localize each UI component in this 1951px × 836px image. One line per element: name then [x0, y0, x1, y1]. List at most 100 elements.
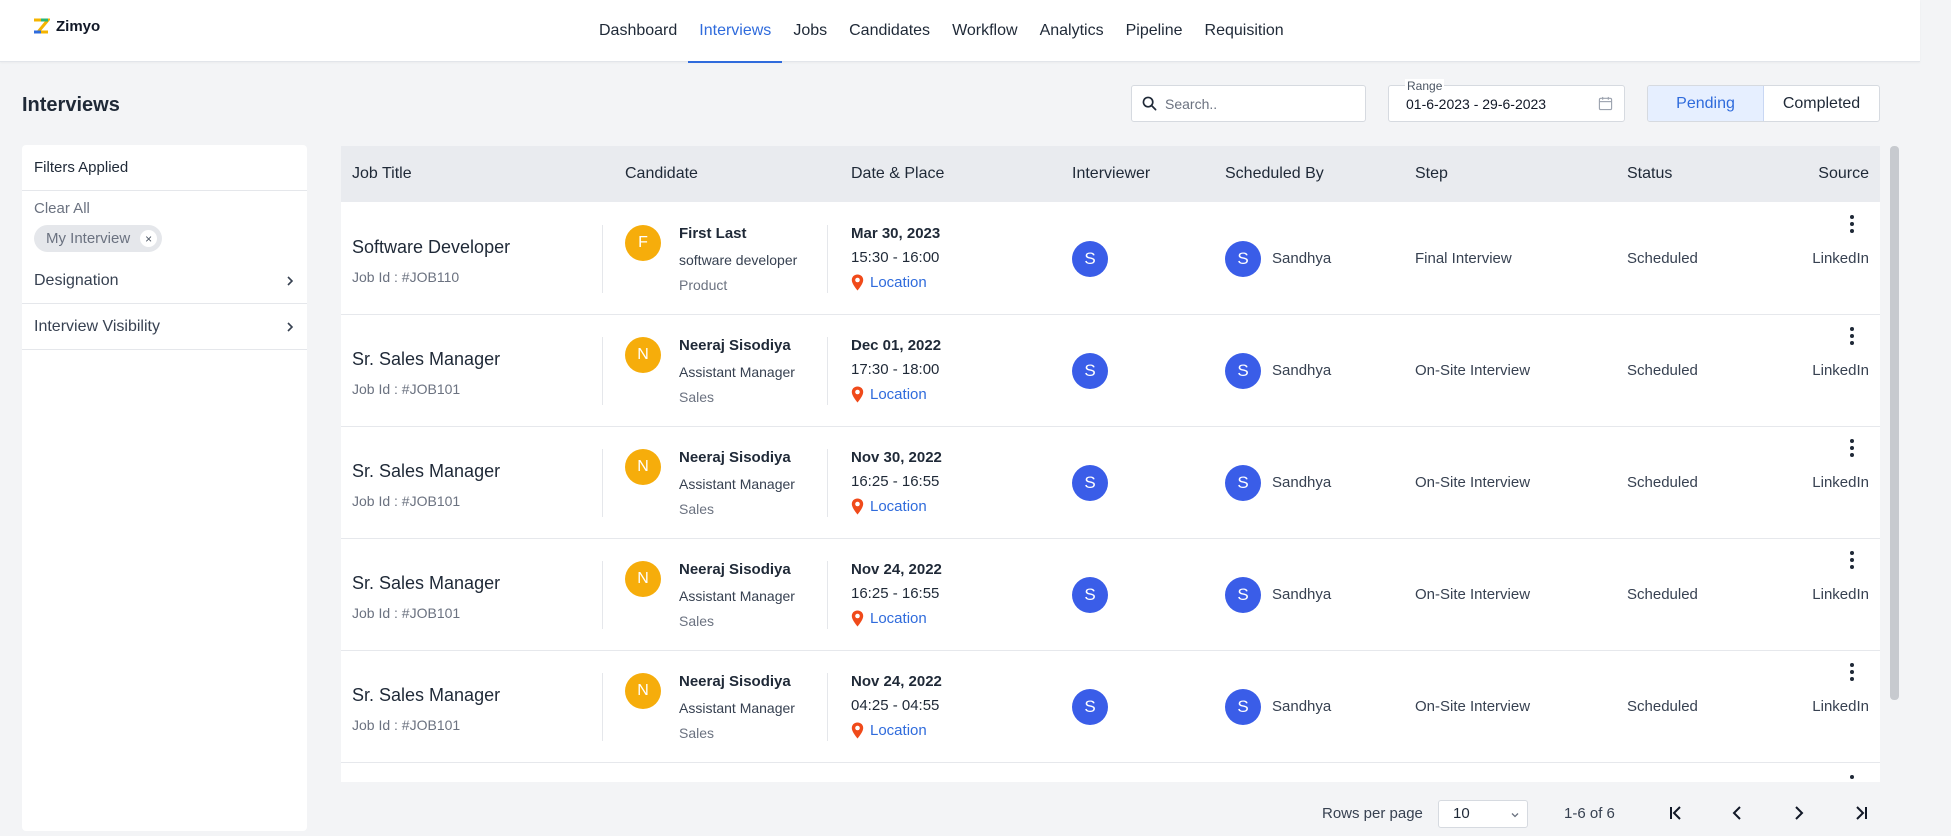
location-pin-icon: [851, 386, 864, 403]
table-row[interactable]: Sr. Sales Manager Job Id : #JOB101 N Nee…: [341, 539, 1880, 651]
interview-date: Nov 30, 2022: [851, 449, 942, 466]
previous-page-button[interactable]: [1722, 798, 1752, 828]
table-row[interactable]: Sr. Sales Manager Job Id : #JOB101 N Nee…: [341, 427, 1880, 539]
search-icon: [1142, 96, 1157, 111]
candidate-avatar: N: [625, 561, 661, 597]
column-divider: [602, 225, 603, 293]
column-divider: [602, 673, 603, 741]
completed-button[interactable]: Completed: [1782, 94, 1861, 112]
clear-all-link[interactable]: Clear All: [34, 200, 90, 217]
filter-visibility-label: Interview Visibility: [34, 317, 160, 335]
header-interviewer[interactable]: Interviewer: [1072, 165, 1151, 182]
job-title[interactable]: Sr. Sales Manager: [352, 461, 501, 481]
rows-per-page-select[interactable]: 10: [1438, 800, 1528, 828]
filter-chip-my-interview: My Interview ×: [34, 225, 163, 252]
table-row[interactable]: Sr. Sales Manager Job Id : #JOB101 N Nee…: [341, 651, 1880, 763]
filter-designation[interactable]: Designation: [22, 258, 307, 304]
job-id: Job Id : #JOB101: [352, 605, 461, 621]
candidate-avatar: F: [625, 225, 661, 261]
interview-status: Scheduled: [1627, 250, 1698, 267]
nav-pipeline[interactable]: Pipeline: [1125, 22, 1183, 39]
filter-designation-label: Designation: [34, 271, 119, 289]
more-options-icon[interactable]: [1842, 661, 1862, 683]
location-link[interactable]: Location: [851, 274, 927, 291]
last-page-icon: [1856, 806, 1867, 820]
job-id: Job Id : #JOB110: [352, 269, 460, 285]
more-options-icon[interactable]: [1842, 325, 1862, 347]
table-row[interactable]: Software Developer Job Id : #JOB110 F Fi…: [341, 203, 1880, 315]
nav-interviews[interactable]: Interviews: [688, 0, 783, 63]
candidate-role: Assistant Manager: [679, 700, 795, 716]
more-options-icon[interactable]: [1842, 549, 1862, 571]
first-page-icon: [1670, 806, 1681, 820]
nav-jobs[interactable]: Jobs: [793, 22, 828, 39]
header-date-place[interactable]: Date & Place: [851, 165, 945, 182]
table-row[interactable]: Sr. Sales Manager Job Id : #JOB101 N Nee…: [341, 315, 1880, 427]
candidate-name[interactable]: First Last: [679, 225, 747, 242]
nav-dashboard[interactable]: Dashboard: [599, 22, 678, 39]
scheduled-by-avatar: S: [1225, 577, 1261, 613]
job-id: Job Id : #JOB101: [352, 717, 461, 733]
candidate-name[interactable]: Neeraj Sisodiya: [679, 673, 791, 690]
header-candidate[interactable]: Candidate: [625, 165, 698, 182]
interview-status: Scheduled: [1627, 362, 1698, 379]
interviewer-avatar[interactable]: S: [1072, 577, 1108, 613]
interviewer-avatar[interactable]: S: [1072, 241, 1108, 277]
date-range-picker[interactable]: Range 01-6-2023 - 29-6-2023: [1388, 79, 1625, 122]
chevron-right-icon: [1795, 806, 1804, 820]
interviewer-avatar[interactable]: S: [1072, 353, 1108, 389]
header-source[interactable]: Source: [1818, 165, 1869, 182]
candidate-role: Assistant Manager: [679, 476, 795, 492]
nav-workflow[interactable]: Workflow: [952, 22, 1018, 39]
job-title[interactable]: Sr. Sales Manager: [352, 349, 501, 369]
job-id: Job Id : #JOB101: [352, 381, 461, 397]
candidate-name[interactable]: Neeraj Sisodiya: [679, 337, 791, 354]
nav-candidates[interactable]: Candidates: [849, 22, 931, 39]
interview-step: On-Site Interview: [1415, 474, 1531, 491]
more-options-icon[interactable]: [1842, 213, 1862, 235]
rows-per-page-label: Rows per page: [1322, 805, 1423, 822]
nav-requisition[interactable]: Requisition: [1204, 22, 1284, 39]
scheduled-by-name: Sandhya: [1272, 362, 1332, 379]
header-job-title[interactable]: Job Title: [352, 165, 412, 182]
interview-status: Scheduled: [1627, 586, 1698, 603]
interview-step: On-Site Interview: [1415, 698, 1531, 715]
location-link[interactable]: Location: [851, 386, 927, 403]
search-input[interactable]: [1165, 95, 1355, 112]
nav-analytics[interactable]: Analytics: [1039, 22, 1104, 39]
interviewer-avatar[interactable]: S: [1072, 465, 1108, 501]
next-page-button[interactable]: [1784, 798, 1814, 828]
pending-button[interactable]: Pending: [1648, 86, 1764, 121]
filter-interview-visibility[interactable]: Interview Visibility: [22, 304, 307, 350]
candidate-name[interactable]: Neeraj Sisodiya: [679, 449, 791, 466]
more-options-icon[interactable]: [1842, 437, 1862, 459]
last-page-button[interactable]: [1846, 798, 1876, 828]
column-divider: [602, 561, 603, 629]
table-scrollbar[interactable]: [1890, 146, 1899, 700]
column-divider: [827, 561, 828, 629]
job-title[interactable]: Sr. Sales Manager: [352, 573, 501, 593]
search-box[interactable]: [1131, 85, 1366, 122]
interview-date: Nov 24, 2022: [851, 561, 942, 578]
location-link[interactable]: Location: [851, 722, 927, 739]
header-step[interactable]: Step: [1415, 165, 1448, 182]
scheduled-by-name: Sandhya: [1272, 586, 1332, 603]
job-title[interactable]: Sr. Sales Manager: [352, 685, 501, 705]
interviewer-avatar[interactable]: S: [1072, 689, 1108, 725]
more-options-icon[interactable]: [1842, 773, 1862, 782]
scheduled-by-name: Sandhya: [1272, 474, 1332, 491]
header-scheduled-by[interactable]: Scheduled By: [1225, 165, 1324, 182]
page-title: Interviews: [22, 94, 120, 116]
candidate-source: LinkedIn: [1812, 250, 1869, 267]
location-link[interactable]: Location: [851, 610, 927, 627]
location-link[interactable]: Location: [851, 498, 927, 515]
candidate-name[interactable]: Neeraj Sisodiya: [679, 561, 791, 578]
rows-per-page-value: 10: [1453, 805, 1470, 822]
first-page-button[interactable]: [1661, 798, 1691, 828]
calendar-icon[interactable]: [1598, 96, 1613, 111]
close-icon[interactable]: ×: [140, 230, 158, 247]
app-logo[interactable]: Zimyo: [32, 17, 100, 35]
header-status[interactable]: Status: [1627, 165, 1673, 182]
job-title[interactable]: Software Developer: [352, 237, 511, 257]
table-row[interactable]: [341, 763, 1880, 782]
